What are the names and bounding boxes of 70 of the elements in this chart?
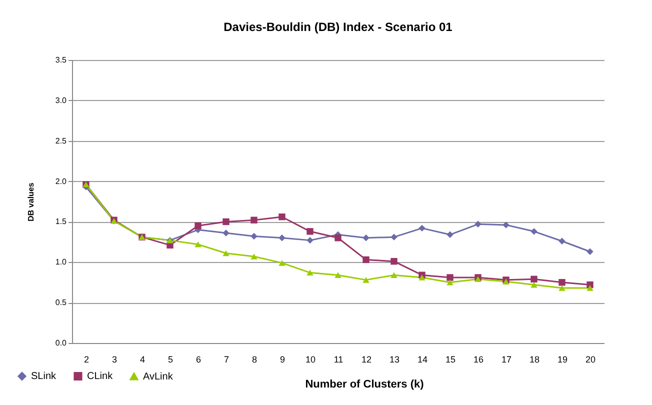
y-tick-label: 1.0 xyxy=(55,258,68,267)
point xyxy=(446,279,454,286)
x-tick-label: 6 xyxy=(196,354,202,364)
x-tick-label: 4 xyxy=(140,354,146,364)
point xyxy=(530,282,538,288)
x-axis-title: Number of Clusters (k) xyxy=(305,378,424,390)
x-tick-label: 8 xyxy=(252,354,258,364)
x-tick-label: 13 xyxy=(389,354,400,364)
point xyxy=(418,274,426,280)
point xyxy=(222,218,230,226)
y-tick-label: 3.0 xyxy=(55,96,68,105)
point xyxy=(222,230,230,236)
x-tick-label: 12 xyxy=(361,354,372,364)
point xyxy=(250,232,258,240)
point xyxy=(474,220,482,228)
point xyxy=(390,258,398,265)
point xyxy=(530,276,538,282)
x-tick-label: 20 xyxy=(585,354,596,364)
x-tick-label: 19 xyxy=(557,354,568,364)
x-tick-label: 17 xyxy=(501,354,512,364)
point xyxy=(278,234,286,242)
point xyxy=(586,285,594,291)
y-tick-label: 0.0 xyxy=(55,338,68,348)
point xyxy=(502,222,510,228)
point xyxy=(418,224,426,232)
legend-label: AvLink xyxy=(143,371,174,382)
legend-label: CLink xyxy=(87,371,114,382)
y-tick-label: 2.0 xyxy=(55,176,68,186)
x-tick-label: 18 xyxy=(529,354,540,364)
chart-title: Davies-Bouldin (DB) Index - Scenario 01 xyxy=(224,20,453,34)
point xyxy=(250,254,258,260)
point xyxy=(558,279,566,286)
point xyxy=(586,248,594,255)
point xyxy=(278,214,286,220)
point xyxy=(194,241,202,248)
point xyxy=(362,234,370,242)
point xyxy=(446,274,454,281)
point xyxy=(530,228,538,235)
point xyxy=(194,222,202,230)
point xyxy=(558,238,566,244)
point xyxy=(278,260,286,266)
point xyxy=(334,234,342,242)
x-tick-label: 16 xyxy=(473,354,484,364)
point xyxy=(334,272,342,278)
y-tick-label: 0.5 xyxy=(55,298,68,308)
point xyxy=(362,277,370,283)
y-axis-title: DB values xyxy=(26,182,36,222)
point xyxy=(446,231,454,238)
y-tick-label: 3.5 xyxy=(55,56,68,64)
point xyxy=(222,250,230,256)
x-tick-label: 7 xyxy=(224,354,230,364)
point xyxy=(306,236,314,244)
point xyxy=(306,228,314,235)
point xyxy=(362,256,370,264)
point xyxy=(390,234,398,240)
y-tick-label: 2.5 xyxy=(55,136,68,146)
y-tick-label: 1.5 xyxy=(55,217,68,226)
x-tick-label: 5 xyxy=(168,354,174,364)
x-tick-label: 3 xyxy=(112,354,118,364)
x-tick-label: 2 xyxy=(84,354,90,364)
x-tick-label: 10 xyxy=(305,354,316,364)
point xyxy=(390,272,398,278)
point xyxy=(250,216,258,224)
x-tick-label: 11 xyxy=(334,354,344,364)
x-tick-label: 15 xyxy=(445,354,456,364)
point xyxy=(306,270,314,276)
legend-label: SLink xyxy=(31,371,58,382)
point xyxy=(558,285,566,291)
x-tick-label: 9 xyxy=(280,354,286,364)
x-tick-label: 14 xyxy=(417,354,428,364)
